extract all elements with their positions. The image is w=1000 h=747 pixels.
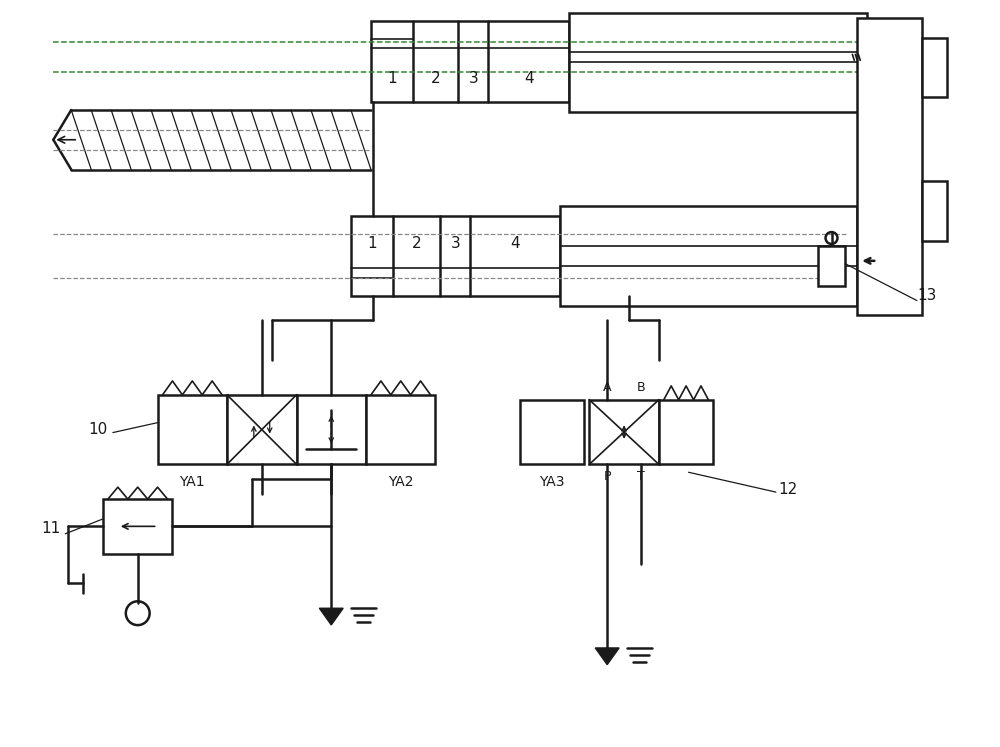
Bar [351, 216, 560, 296]
Bar [922, 37, 947, 97]
Text: 1: 1 [387, 71, 397, 86]
Text: 2: 2 [431, 71, 440, 86]
Text: 11: 11 [42, 521, 61, 536]
Bar [569, 13, 867, 112]
Bar [227, 395, 297, 465]
Text: B: B [637, 382, 645, 394]
Bar [857, 18, 922, 315]
Text: 1: 1 [367, 237, 377, 252]
Bar [366, 395, 435, 465]
Text: 3: 3 [468, 71, 478, 86]
Text: 13: 13 [917, 288, 936, 303]
Bar [158, 395, 227, 465]
Text: YA2: YA2 [388, 475, 413, 489]
Text: 10: 10 [88, 422, 108, 437]
Bar [659, 400, 713, 465]
Bar [520, 400, 584, 465]
Bar [560, 206, 857, 306]
Text: 4: 4 [524, 71, 534, 86]
Text: P: P [603, 470, 611, 483]
Bar [297, 395, 366, 465]
Text: YA1: YA1 [179, 475, 205, 489]
Text: 4: 4 [510, 237, 520, 252]
Polygon shape [595, 648, 619, 665]
Bar [589, 400, 659, 465]
Polygon shape [319, 608, 343, 625]
Text: A: A [603, 382, 611, 394]
Text: 3: 3 [450, 237, 460, 252]
Text: 2: 2 [412, 237, 421, 252]
Bar [103, 499, 172, 554]
Text: 12: 12 [778, 482, 797, 497]
Text: YA3: YA3 [539, 475, 564, 489]
Bar [818, 246, 845, 285]
Bar [371, 21, 569, 102]
Bar [922, 182, 947, 241]
Text: T: T [637, 470, 645, 483]
